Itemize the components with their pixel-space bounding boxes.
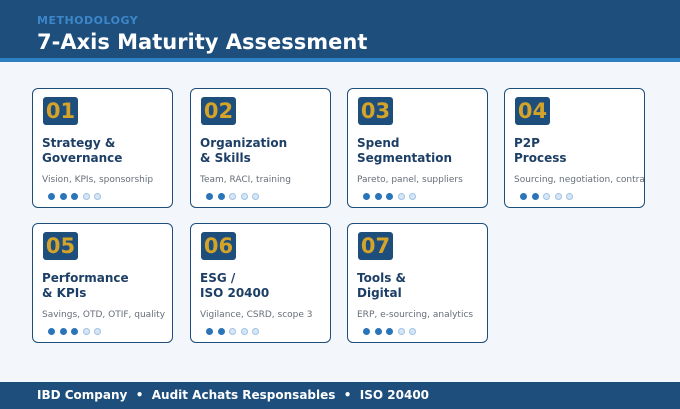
maturity-dot-filled [363, 193, 370, 200]
maturity-dot-filled [48, 328, 55, 335]
axis-card: 04 P2P Process Sourcing, negotiation, cont… [504, 88, 645, 208]
axis-card: 03 Spend Segmentation Pareto, panel, suppl… [347, 88, 488, 208]
axis-card: 01 Strategy & Governance Vision, KPIs, spo… [32, 88, 173, 208]
maturity-dot-empty [252, 328, 259, 335]
maturity-dot-empty [82, 193, 90, 200]
axis-number-badge: 04 [515, 97, 550, 125]
axis-description: Pareto, panel, suppliers [357, 175, 463, 185]
maturity-dot-filled [374, 193, 382, 200]
axis-description: Team, RACI, training [200, 175, 291, 185]
maturity-dot-empty [409, 193, 416, 200]
maturity-dot-empty [252, 193, 259, 200]
axis-title: Spend Segmentation [357, 136, 453, 165]
axis-number-badge: 01 [43, 97, 78, 125]
maturity-dot-filled [217, 193, 225, 200]
axis-title: ESG / ISO 20400 [200, 271, 270, 300]
maturity-dot-filled [363, 328, 370, 335]
maturity-dot-filled [48, 193, 55, 200]
axis-card: 05 Performance & KPIs Savings, OTD, OTIF, … [32, 223, 173, 343]
maturity-dot-empty [82, 328, 90, 335]
axis-description: Vision, KPIs, sponsorship [42, 175, 154, 185]
axis-title: Performance & KPIs [42, 271, 129, 300]
axis-title: Organization & Skills [200, 136, 288, 165]
axis-description: ERP, e-sourcing, analytics [357, 310, 474, 320]
maturity-dot-empty [240, 193, 248, 200]
maturity-dot-filled [520, 193, 527, 200]
header-bar: METHODOLOGY 7-Axis Maturity Assessment [0, 0, 680, 58]
maturity-dot-filled [386, 193, 393, 200]
axis-description: Savings, OTD, OTIF, quality [42, 310, 166, 320]
axis-number-badge: 06 [201, 232, 236, 260]
maturity-dot-filled [71, 328, 78, 335]
axis-description: Vigilance, CSRD, scope 3 [200, 310, 313, 320]
maturity-dot-filled [59, 328, 67, 335]
maturity-dot-filled [59, 193, 67, 200]
axis-description: Sourcing, negotiation, contract [514, 175, 645, 185]
maturity-dot-filled [374, 328, 382, 335]
maturity-dot-empty [554, 193, 562, 200]
axis-title: Tools & Digital [357, 271, 406, 300]
maturity-dot-empty [397, 193, 405, 200]
axis-number-badge: 03 [358, 97, 393, 125]
maturity-dot-filled [206, 193, 213, 200]
maturity-dot-empty [94, 328, 101, 335]
maturity-dot-filled [217, 328, 225, 335]
header-divider [0, 58, 680, 62]
maturity-dot-filled [531, 193, 539, 200]
axis-number-badge: 02 [201, 97, 236, 125]
footer-text: IBD Company • Audit Achats Responsables … [37, 388, 430, 402]
maturity-dot-filled [71, 193, 78, 200]
maturity-dot-filled [206, 328, 213, 335]
page-title: 7-Axis Maturity Assessment [37, 30, 368, 54]
maturity-dot-empty [229, 328, 236, 335]
axis-title: Strategy & Governance [42, 136, 123, 165]
footer-bar: IBD Company • Audit Achats Responsables … [0, 382, 680, 409]
axis-title: P2P Process [514, 136, 567, 165]
axis-card: 02 Organization & Skills Team, RACI, train… [190, 88, 331, 208]
maturity-dot-empty [409, 328, 416, 335]
axis-card: 06 ESG / ISO 20400 Vigilance, CSRD, scope … [190, 223, 331, 343]
maturity-dot-empty [543, 193, 550, 200]
axis-number-badge: 05 [43, 232, 78, 260]
maturity-dot-empty [94, 193, 101, 200]
axis-card: 07 Tools & Digital ERP, e-sourcing, analyt… [347, 223, 488, 343]
maturity-dot-filled [386, 328, 393, 335]
maturity-dot-empty [397, 328, 405, 335]
section-eyebrow: METHODOLOGY [37, 14, 139, 27]
maturity-dot-empty [229, 193, 236, 200]
maturity-dot-empty [240, 328, 248, 335]
maturity-dot-empty [566, 193, 573, 200]
axis-number-badge: 07 [358, 232, 393, 260]
